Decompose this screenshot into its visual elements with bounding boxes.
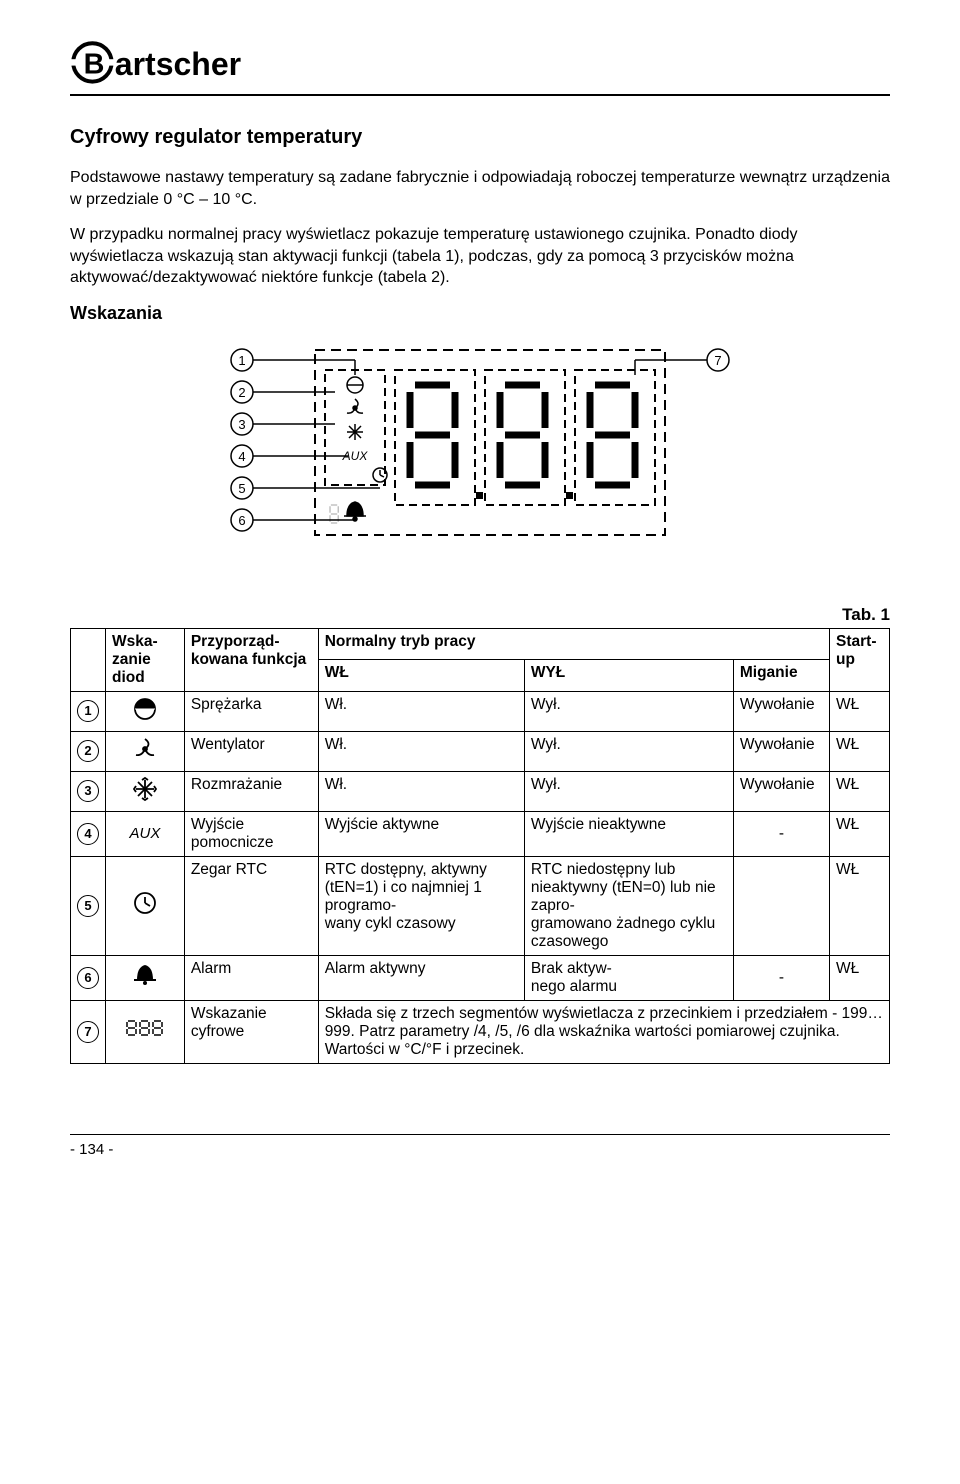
svg-text:7: 7 (714, 353, 721, 368)
col-diod: Wska- zanie diod (106, 628, 185, 691)
row-number: 2 (71, 731, 106, 771)
row-start: WŁ (830, 856, 890, 955)
row-off: Wyjście nieaktywne (524, 811, 733, 856)
svg-text:5: 5 (238, 481, 245, 496)
row-icon (106, 955, 185, 1000)
col-func: Przyporząd- kowana funkcja (184, 628, 318, 691)
indications-table: Wska- zanie diod Przyporząd- kowana funk… (70, 628, 890, 1064)
row-func: Wyjście pomocnicze (184, 811, 318, 856)
row-start: WŁ (830, 811, 890, 856)
col-on: WŁ (318, 660, 524, 692)
row-blink (733, 856, 829, 955)
svg-text:3: 3 (238, 417, 245, 432)
col-normal: Normalny tryb pracy (318, 628, 829, 660)
svg-text:2: 2 (238, 385, 245, 400)
display-diagram: 1 2 3 4 5 6 7 (70, 340, 890, 575)
row-on: Alarm aktywny (318, 955, 524, 1000)
row-icon (106, 731, 185, 771)
subheading: Wskazania (70, 303, 890, 324)
row-on: Wyjście aktywne (318, 811, 524, 856)
col-blink: Miganie (733, 660, 829, 692)
row-merged: Składa się z trzech segmentów wyświetlac… (318, 1000, 889, 1063)
row-start: WŁ (830, 731, 890, 771)
row-on: Wł. (318, 691, 524, 731)
col-off: WYŁ (524, 660, 733, 692)
row-number: 3 (71, 771, 106, 811)
table-row: 1 SprężarkaWł.Wył.WywołanieWŁ (71, 691, 890, 731)
row-blink: - (733, 955, 829, 1000)
table-label: Tab. 1 (70, 605, 890, 625)
brand-logo: B artscher (70, 40, 326, 88)
intro-paragraph-2: W przypadku normalnej pracy wyświetlacz … (70, 224, 890, 289)
row-func: Zegar RTC (184, 856, 318, 955)
row-icon (106, 1000, 185, 1063)
row-start: WŁ (830, 955, 890, 1000)
row-on: RTC dostępny, aktywny (tEN=1) i co najmn… (318, 856, 524, 955)
row-on: Wł. (318, 731, 524, 771)
row-func: Wskazanie cyfrowe (184, 1000, 318, 1063)
row-off: Wył. (524, 691, 733, 731)
page-footer: - 134 - (70, 1134, 890, 1158)
row-icon (106, 691, 185, 731)
svg-text:6: 6 (238, 513, 245, 528)
page-title: Cyfrowy regulator temperatury (70, 126, 890, 149)
row-off: Wył. (524, 731, 733, 771)
row-number: 5 (71, 856, 106, 955)
table-row: 3 RozmrażanieWł.Wył.WywołanieWŁ (71, 771, 890, 811)
row-number: 1 (71, 691, 106, 731)
row-func: Alarm (184, 955, 318, 1000)
row-on: Wł. (318, 771, 524, 811)
table-row: 2 WentylatorWł.Wył.WywołanieWŁ (71, 731, 890, 771)
svg-text:1: 1 (238, 353, 245, 368)
col-startup: Start- up (830, 628, 890, 691)
svg-text:AUX: AUX (342, 449, 369, 463)
brand-header: B artscher (70, 40, 890, 96)
row-icon (106, 856, 185, 955)
row-blink: Wywołanie (733, 691, 829, 731)
row-number: 6 (71, 955, 106, 1000)
row-off: Brak aktyw-nego alarmu (524, 955, 733, 1000)
row-icon (106, 771, 185, 811)
brand-text: artscher (115, 46, 241, 82)
row-blink: Wywołanie (733, 771, 829, 811)
svg-text:4: 4 (238, 449, 245, 464)
row-blink: - (733, 811, 829, 856)
table-row: 4AUXWyjście pomocniczeWyjście aktywneWyj… (71, 811, 890, 856)
table-row: 5 Zegar RTCRTC dostępny, aktywny (tEN=1) … (71, 856, 890, 955)
row-func: Sprężarka (184, 691, 318, 731)
table-row: 6 AlarmAlarm aktywnyBrak aktyw-nego alarm… (71, 955, 890, 1000)
row-off: RTC niedostępny lub nieaktywny (tEN=0) l… (524, 856, 733, 955)
row-start: WŁ (830, 691, 890, 731)
row-start: WŁ (830, 771, 890, 811)
row-blink: Wywołanie (733, 731, 829, 771)
row-number: 4 (71, 811, 106, 856)
table-row: 7 Wskazanie cyfroweSkłada się z trzech se… (71, 1000, 890, 1063)
svg-text:B: B (84, 49, 105, 81)
row-number: 7 (71, 1000, 106, 1063)
row-func: Rozmrażanie (184, 771, 318, 811)
row-off: Wył. (524, 771, 733, 811)
row-icon: AUX (106, 811, 185, 856)
row-func: Wentylator (184, 731, 318, 771)
intro-paragraph-1: Podstawowe nastawy temperatury są zadane… (70, 167, 890, 210)
